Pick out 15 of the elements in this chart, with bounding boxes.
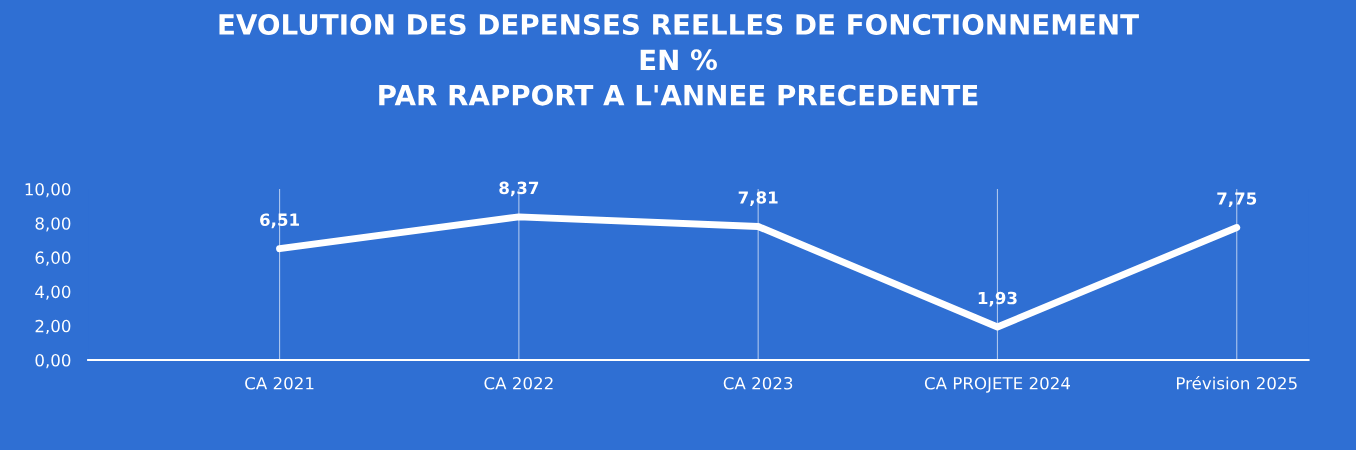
y-tick-label: 2,00 bbox=[35, 319, 71, 335]
x-tick-label: CA 2022 bbox=[484, 376, 553, 390]
y-tick-label: 6,00 bbox=[35, 251, 71, 266]
text: 7,75 bbox=[1217, 192, 1257, 207]
text: 8,37 bbox=[499, 181, 539, 197]
x-tick-label: Prévision 2025 bbox=[1177, 376, 1297, 390]
text: 7,81 bbox=[738, 191, 778, 206]
x-tick-label: CA 2021 bbox=[245, 376, 314, 390]
y-tick-label: 10,00 bbox=[25, 182, 71, 198]
x-tick-label: CA 2023 bbox=[723, 376, 793, 390]
chart-title: EVOLUTION DES DEPENSES REELLES DE FONCTIONNEMENT EN % PAR RAPPORT A L'ANNEE PRECEDENTE bbox=[219, 13, 1139, 106]
y-tick-label: 8,00 bbox=[35, 217, 71, 232]
y-tick-label: 4,00 bbox=[35, 285, 71, 300]
y-tick-label: 0,00 bbox=[35, 353, 71, 369]
x-tick-label: CA PROJETE 2024 bbox=[924, 376, 1070, 393]
